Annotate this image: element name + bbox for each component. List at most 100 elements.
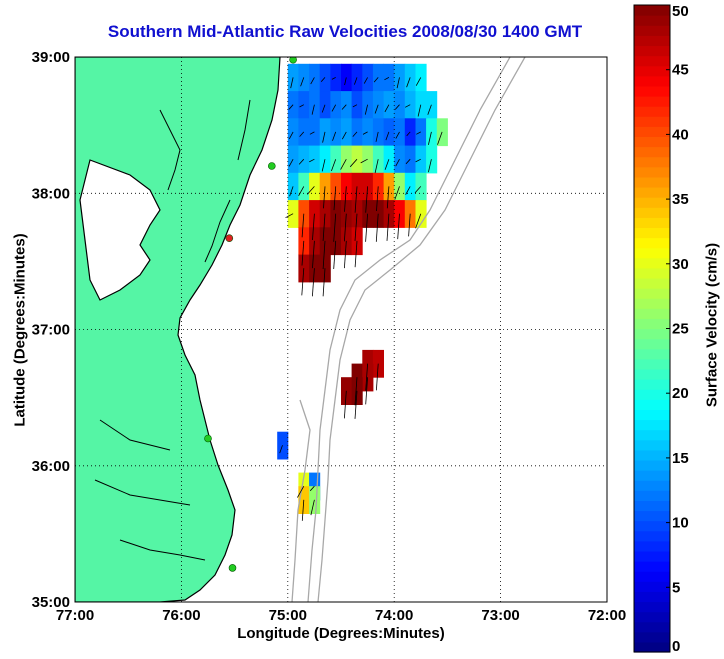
colorbar-segment — [634, 348, 670, 360]
velocity-arrow — [406, 77, 411, 88]
colorbar — [633, 4, 671, 653]
colorbar-segment — [634, 490, 670, 501]
velocity-arrow — [341, 104, 347, 110]
velocity-arrow — [354, 390, 358, 419]
colorbar-segment — [634, 146, 670, 158]
velocity-arrow — [301, 240, 305, 266]
colorbar-tick-label: 25 — [672, 321, 689, 338]
colorbar-segment — [634, 419, 670, 431]
velocity-arrow — [396, 77, 400, 89]
colorbar-segment — [634, 95, 670, 107]
colorbar-segment — [634, 459, 670, 471]
velocity-arrow — [331, 77, 336, 80]
colorbar-segment — [634, 641, 670, 653]
colorbar-segment — [634, 601, 670, 613]
colorbar-tick-label: 35 — [672, 191, 689, 208]
radar-stations — [204, 57, 297, 572]
colorbar-segment — [634, 379, 670, 390]
velocity-arrow — [301, 499, 305, 521]
velocity-arrow — [322, 268, 326, 297]
colorbar-tick-label: 40 — [672, 126, 689, 143]
velocity-cell — [309, 145, 321, 174]
station-marker — [228, 564, 237, 572]
velocity-arrow — [386, 186, 390, 209]
velocity-cell — [330, 63, 342, 92]
colorbar-label: Surface Velocity (cm/s) — [703, 242, 721, 408]
colorbar-segment — [634, 25, 670, 36]
y-tick-label: 35:00 — [32, 594, 70, 611]
velocity-arrow — [279, 445, 283, 454]
velocity-arrow — [376, 363, 379, 391]
velocity-arrow — [312, 268, 315, 297]
colorbar-segment — [634, 5, 670, 16]
velocity-arrow — [344, 77, 347, 86]
plot-frame — [74, 56, 608, 603]
velocity-arrow — [414, 186, 422, 194]
colorbar-segment — [634, 277, 670, 289]
velocity-cell — [415, 118, 427, 147]
velocity-arrow — [397, 213, 400, 240]
velocity-arrow — [312, 240, 315, 269]
colorbar-segment — [634, 45, 670, 57]
x-axis-ticks: 77:00 76:00 75:00 74:00 73:00 72:00 — [56, 607, 626, 624]
colorbar-segment — [634, 217, 670, 229]
station-marker — [225, 234, 234, 242]
velocity-arrow — [301, 213, 305, 238]
velocity-arrow — [417, 104, 422, 117]
velocity-arrow — [354, 213, 358, 241]
colorbar-segment — [634, 389, 670, 400]
velocity-arrow — [298, 186, 305, 196]
colorbar-segment — [634, 358, 670, 370]
velocity-arrow — [352, 131, 358, 137]
velocity-arrow — [415, 213, 422, 229]
velocity-arrow — [354, 377, 358, 406]
colorbar-segment — [634, 247, 670, 259]
velocity-arrow — [323, 186, 326, 209]
velocity-arrow — [320, 77, 326, 82]
velocity-arrow — [333, 186, 337, 211]
velocity-arrow — [322, 213, 326, 241]
colorbar-segment — [634, 439, 670, 451]
velocity-arrow — [405, 186, 411, 195]
velocity-arrow — [405, 158, 411, 165]
velocity-arrow — [415, 77, 422, 86]
x-tick-label: 77:00 — [56, 607, 94, 624]
velocity-arrow — [354, 186, 358, 213]
colorbar-segment — [634, 510, 670, 522]
colorbar-segment — [634, 85, 670, 97]
colorbar-segment — [634, 449, 670, 461]
velocity-arrow — [408, 213, 411, 237]
velocity-arrow — [344, 213, 347, 242]
colorbar-segment — [634, 288, 670, 299]
velocity-arrow — [309, 158, 315, 163]
velocity-arrow — [297, 486, 305, 498]
velocity-arrow — [374, 159, 379, 174]
coastline-details — [94, 99, 251, 561]
velocity-arrow — [365, 186, 368, 213]
velocity-arrow — [333, 240, 337, 270]
colorbar-segment — [634, 500, 670, 512]
velocity-cell — [287, 200, 299, 228]
velocity-arrow — [299, 131, 305, 137]
colorbar-segment — [634, 520, 670, 532]
velocity-arrow — [394, 104, 400, 110]
velocity-arrow — [354, 240, 358, 268]
velocity-cell — [415, 145, 427, 174]
x-tick-label: 74:00 — [375, 607, 413, 624]
velocity-arrow — [300, 77, 305, 87]
colorbar-tick-label: 15 — [672, 450, 689, 467]
colorbar-segment — [634, 399, 670, 410]
velocity-arrow — [288, 131, 294, 140]
velocity-arrow — [376, 186, 379, 212]
colorbar-segment — [634, 530, 670, 542]
colorbar-segment — [634, 470, 670, 481]
colorbar-ticks: 0 5 10 15 20 25 30 35 40 45 50 — [666, 3, 689, 655]
station-marker — [204, 434, 212, 443]
colorbar-segment — [634, 207, 670, 218]
velocity-arrow — [331, 159, 337, 172]
velocity-arrow — [354, 77, 358, 85]
velocity-arrow — [363, 77, 368, 84]
colorbar-segment — [634, 186, 670, 198]
colorbar-segment — [634, 571, 670, 582]
